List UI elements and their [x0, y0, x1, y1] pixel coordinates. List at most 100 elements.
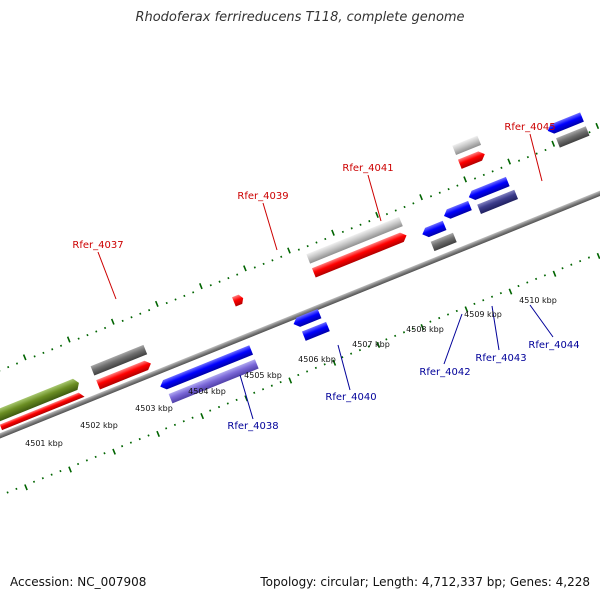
ruler-tick — [191, 417, 193, 419]
ruler-tick — [350, 353, 352, 355]
gene-label[interactable]: Rfer_4042 — [419, 367, 470, 378]
ruler-tick — [595, 123, 599, 129]
ruler-tick — [447, 313, 449, 315]
ruler-tick — [130, 441, 132, 443]
ruler-tick — [507, 158, 511, 164]
ruler-tick — [271, 259, 273, 261]
ruler-tick — [551, 141, 555, 147]
gene-feature-dark-2[interactable] — [431, 233, 457, 251]
ruler-tick — [227, 277, 229, 279]
ruler-tick — [351, 227, 353, 229]
ruler-tick — [359, 349, 361, 351]
ruler-tick — [368, 220, 370, 222]
ruler-tick — [509, 288, 513, 294]
ruler-tick — [219, 281, 221, 283]
ruler-tick — [463, 176, 467, 182]
leader-rfer-4039 — [263, 203, 277, 250]
gene-feature-red-3[interactable] — [232, 294, 245, 307]
ruler-tick — [86, 459, 88, 461]
ruler-tick — [121, 445, 123, 447]
ruler-tick — [287, 247, 291, 253]
ruler-tick — [209, 409, 211, 411]
ruler-tick — [262, 388, 264, 390]
ruler-tick — [403, 331, 405, 333]
gene-feature-blue-3[interactable] — [302, 322, 330, 341]
leader-rfer-4042 — [444, 314, 462, 364]
ruler-tick — [78, 337, 80, 339]
ruler-tick — [526, 281, 528, 283]
ruler-tick — [112, 449, 116, 455]
ruler-tick — [42, 352, 44, 354]
ruler-tick — [306, 370, 308, 372]
ruler-tick — [535, 278, 537, 280]
leader-rfer-4038 — [240, 375, 253, 419]
gene-label[interactable]: Rfer_4041 — [342, 163, 393, 174]
ruler-tick — [315, 241, 317, 243]
ruler-tick — [254, 266, 256, 268]
ruler-tick — [474, 177, 476, 179]
gene-label[interactable]: Rfer_4038 — [227, 421, 278, 432]
ruler-upper — [0, 94, 600, 414]
ruler-tick — [192, 291, 194, 293]
leader-rfer-4045 — [530, 134, 542, 181]
ruler-tick — [33, 481, 35, 483]
ruler-tick — [59, 470, 61, 472]
genome-summary-text: Topology: circular; Length: 4,712,337 bp… — [260, 575, 590, 589]
gene-label[interactable]: Rfer_4040 — [325, 392, 376, 403]
gene-feature-blue-5[interactable] — [442, 201, 472, 221]
ruler-tick — [103, 452, 105, 454]
ruler-tick — [570, 264, 572, 266]
gene-label[interactable]: Rfer_4037 — [72, 240, 123, 251]
ruler-tick-label: 4502 kbp — [80, 421, 118, 430]
ruler-tick — [95, 330, 97, 332]
ruler-tick — [359, 224, 361, 226]
page-title: Rhodoferax ferrireducens T118, complete … — [0, 10, 600, 25]
ruler-tick-label: 4504 kbp — [188, 387, 226, 396]
ruler-tick — [183, 420, 185, 422]
ruler-tick — [456, 310, 458, 312]
ruler-tick — [23, 354, 27, 360]
ruler-tick — [86, 334, 88, 336]
ruler-tick — [473, 303, 475, 305]
ruler-tick — [165, 427, 167, 429]
ruler-tick — [527, 156, 529, 158]
gene-label[interactable]: Rfer_4045 — [504, 122, 555, 133]
ruler-tick-label: 4505 kbp — [244, 371, 282, 380]
ruler-tick — [315, 367, 317, 369]
ruler-tick-label: 4510 kbp — [519, 296, 557, 305]
gene-label[interactable]: Rfer_4043 — [475, 353, 526, 364]
gene-label[interactable]: Rfer_4044 — [528, 340, 579, 351]
ruler-tick — [588, 131, 590, 133]
ruler-tick — [156, 431, 160, 437]
ruler-tick — [430, 195, 432, 197]
ruler-tick — [243, 265, 247, 271]
ruler-tick — [24, 484, 28, 490]
ruler-tick — [42, 477, 44, 479]
ruler-tick — [544, 274, 546, 276]
ruler-tick — [500, 292, 502, 294]
ruler-tick — [483, 174, 485, 176]
gene-label[interactable]: Rfer_4039 — [237, 191, 288, 202]
ruler-tick — [448, 188, 450, 190]
ruler-tick — [307, 245, 309, 247]
ruler-tick — [95, 456, 97, 458]
ruler-tick — [429, 320, 431, 322]
ruler-tick — [280, 256, 282, 258]
leader-rfer-4041 — [368, 175, 381, 221]
ruler-tick — [111, 319, 115, 325]
ruler-tick — [174, 424, 176, 426]
ruler-tick-label: 4506 kbp — [298, 355, 336, 364]
ruler-tick-label: 4503 kbp — [135, 404, 173, 413]
gene-feature-blue-4[interactable] — [420, 221, 446, 239]
ruler-tick — [210, 284, 212, 286]
ruler-tick — [588, 256, 590, 258]
ruler-tick — [395, 209, 397, 211]
ruler-tick — [438, 317, 440, 319]
ruler-tick — [579, 260, 581, 262]
ruler-tick — [148, 309, 150, 311]
ruler-tick — [263, 263, 265, 265]
ruler-tick — [236, 399, 238, 401]
ruler-tick — [77, 463, 79, 465]
